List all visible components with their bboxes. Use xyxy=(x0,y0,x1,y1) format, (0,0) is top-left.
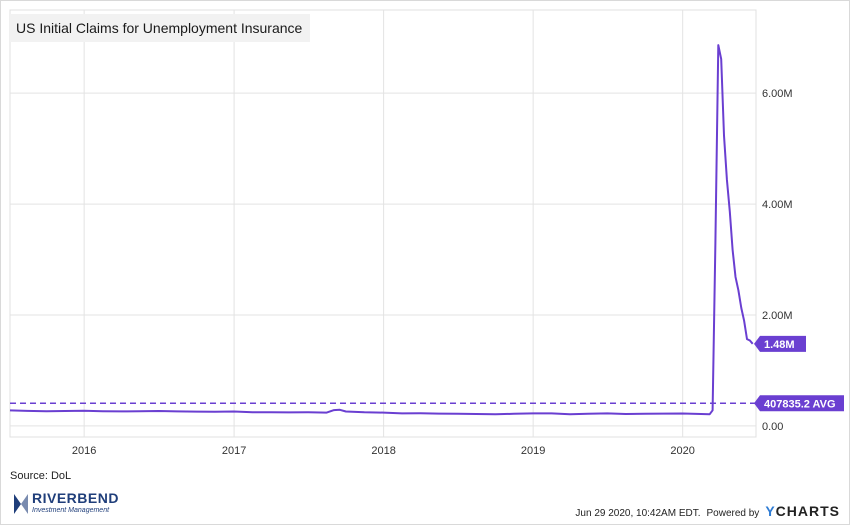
ycharts-logo-y: Y xyxy=(765,503,776,519)
average-tag-bg xyxy=(754,395,844,412)
chart-title: US Initial Claims for Unemployment Insur… xyxy=(10,14,310,42)
y-tick-label: 2.00M xyxy=(762,310,793,322)
x-tick-label: 2017 xyxy=(222,445,246,457)
x-tick-label: 2020 xyxy=(670,445,694,457)
logo-name: RIVERBEND xyxy=(32,490,119,506)
x-tick-label: 2016 xyxy=(72,445,96,457)
ycharts-logo-text: CHARTS xyxy=(775,503,840,519)
average-tag: 407835.2 AVG xyxy=(764,398,836,410)
footer: Jun 29 2020, 10:42AM EDT. Powered by YCH… xyxy=(575,503,840,519)
powered-by-label: Powered by xyxy=(706,508,760,519)
y-tick-label: 4.00M xyxy=(762,199,793,211)
series-line xyxy=(9,44,754,416)
y-tick-label: 6.00M xyxy=(762,88,793,100)
timestamp: Jun 29 2020, 10:42AM EDT. xyxy=(575,508,701,519)
x-tick-label: 2018 xyxy=(371,445,395,457)
source-label: Source: DoL xyxy=(10,470,72,482)
x-tick-label: 2019 xyxy=(521,445,545,457)
y-tick-label: 0.00 xyxy=(762,421,783,433)
ycharts-logo[interactable]: YCHARTS xyxy=(765,503,840,519)
last-value-tag: 1.48M xyxy=(764,339,795,351)
last-value-tag-bg xyxy=(754,335,806,352)
logo-mark-icon xyxy=(14,494,28,514)
logo-subtitle: Investment Management xyxy=(32,507,110,514)
plot-area xyxy=(9,9,757,438)
riverbend-logo: RIVERBEND Investment Management xyxy=(12,490,142,518)
